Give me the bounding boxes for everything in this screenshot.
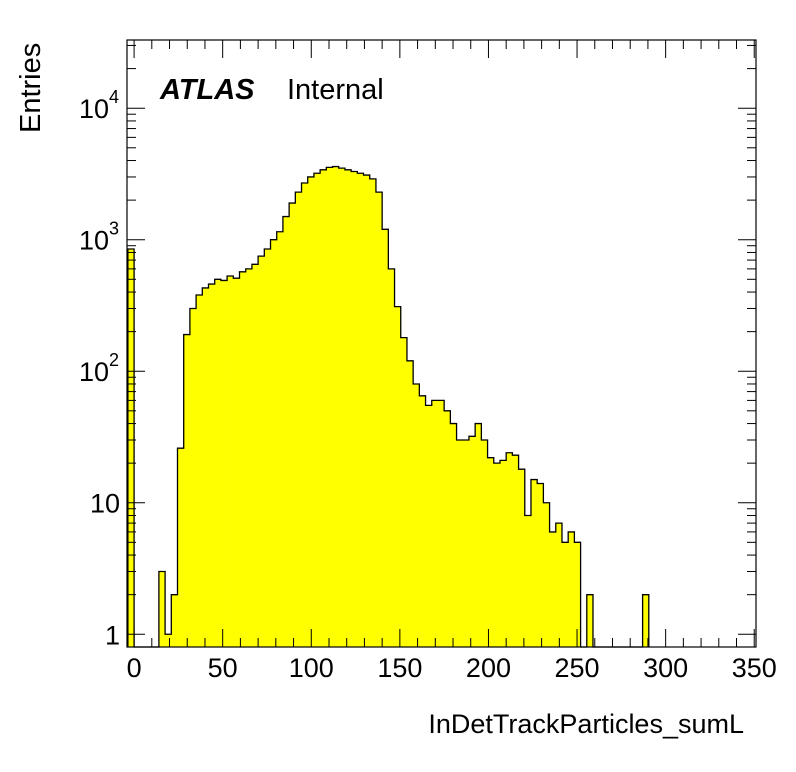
x-tick-label: 250 xyxy=(555,653,600,683)
histogram-bar xyxy=(450,423,457,647)
ticks-layer xyxy=(127,40,756,647)
y-tick-label: 102 xyxy=(79,350,119,387)
histogram-bar xyxy=(196,294,203,647)
histogram-bar xyxy=(351,171,358,647)
histogram-bar xyxy=(574,542,581,647)
histogram-bar xyxy=(171,594,178,647)
x-tick-label: 50 xyxy=(208,653,238,683)
histogram-bar xyxy=(326,167,333,647)
histogram-bar xyxy=(183,334,191,647)
x-axis-title: InDetTrackParticles_sumL xyxy=(428,709,744,739)
histogram-bar xyxy=(642,594,650,647)
histogram-bar xyxy=(202,287,209,647)
bars-layer xyxy=(127,165,650,648)
histogram-bar xyxy=(357,173,364,647)
histogram-bar xyxy=(127,248,135,647)
histogram-bar xyxy=(245,268,253,647)
histogram-bar xyxy=(313,173,321,647)
x-tick-label: 0 xyxy=(127,653,142,683)
histogram-bar xyxy=(270,239,278,647)
x-tick-label: 350 xyxy=(732,653,777,683)
x-tick-label: 100 xyxy=(289,653,334,683)
histogram-bar xyxy=(456,439,464,647)
histogram-bar xyxy=(369,178,377,647)
histogram-bar xyxy=(530,479,538,647)
y-axis-title: Entries xyxy=(15,43,47,133)
x-tick-label: 200 xyxy=(466,653,511,683)
histogram-bar xyxy=(425,405,433,647)
y-tick-label: 10 xyxy=(90,489,120,519)
atlas-label: ATLAS xyxy=(159,74,255,106)
histogram-bar xyxy=(214,279,222,647)
y-tick-label: 104 xyxy=(79,87,119,124)
x-tick-label: 150 xyxy=(377,653,422,683)
histogram-bar xyxy=(251,264,259,647)
histogram-bar xyxy=(301,182,309,647)
histogram-bar xyxy=(320,169,327,647)
histogram-bar xyxy=(406,360,414,647)
histogram-bar xyxy=(295,192,302,647)
histogram-bar xyxy=(220,280,228,647)
histogram-bar xyxy=(394,306,402,647)
histogram-bar xyxy=(375,192,383,647)
histogram-bar xyxy=(499,460,507,647)
histogram-bar xyxy=(239,271,247,647)
histogram-bar xyxy=(524,515,532,647)
histogram-bar xyxy=(233,278,240,647)
histogram-bar xyxy=(543,502,550,647)
histogram-bar xyxy=(400,337,408,647)
histogram-bar xyxy=(437,400,445,647)
histogram-bar xyxy=(518,469,526,647)
histogram-bar xyxy=(468,436,476,647)
histogram-bar xyxy=(568,531,575,647)
histogram-bar xyxy=(344,169,352,647)
histogram-bar xyxy=(307,176,315,647)
histogram-bar xyxy=(276,231,284,648)
histogram-bar xyxy=(561,542,569,647)
histogram-bar xyxy=(208,284,216,647)
y-tick-label: 1 xyxy=(105,620,120,650)
histogram-bar xyxy=(388,268,395,647)
histogram-bar xyxy=(382,229,389,648)
histogram-bar xyxy=(363,175,371,647)
histogram-bar xyxy=(338,168,346,647)
histogram-bar xyxy=(586,594,594,647)
histogram-bar xyxy=(537,483,544,647)
histogram-bar xyxy=(158,571,166,647)
histogram-bar xyxy=(282,216,290,648)
histogram-bar xyxy=(419,395,426,647)
histogram-bar xyxy=(332,166,340,647)
histogram-bar xyxy=(481,439,488,647)
histogram-bar xyxy=(189,308,197,647)
histogram-bar xyxy=(512,455,519,647)
histogram-bar xyxy=(506,452,513,647)
histogram-bar xyxy=(431,400,439,647)
histogram-bar xyxy=(444,410,451,647)
histogram-bar xyxy=(289,203,296,647)
histogram-bar xyxy=(165,634,172,647)
histogram-bar xyxy=(555,523,563,647)
histogram-bar xyxy=(227,275,234,647)
histogram-outline xyxy=(127,165,650,648)
internal-label: Internal xyxy=(287,74,384,106)
histogram-bar xyxy=(549,531,557,647)
y-tick-label: 103 xyxy=(79,219,119,256)
histogram-bar xyxy=(475,423,482,647)
histogram-bar xyxy=(264,248,271,647)
plot-frame xyxy=(126,39,757,648)
histogram-bar xyxy=(487,457,495,647)
histogram-bar xyxy=(493,463,501,647)
histogram-bar xyxy=(462,439,470,647)
x-tick-label: 300 xyxy=(643,653,688,683)
histogram-bar xyxy=(258,256,265,647)
histogram-bar xyxy=(413,383,420,647)
histogram-bar xyxy=(177,448,184,647)
